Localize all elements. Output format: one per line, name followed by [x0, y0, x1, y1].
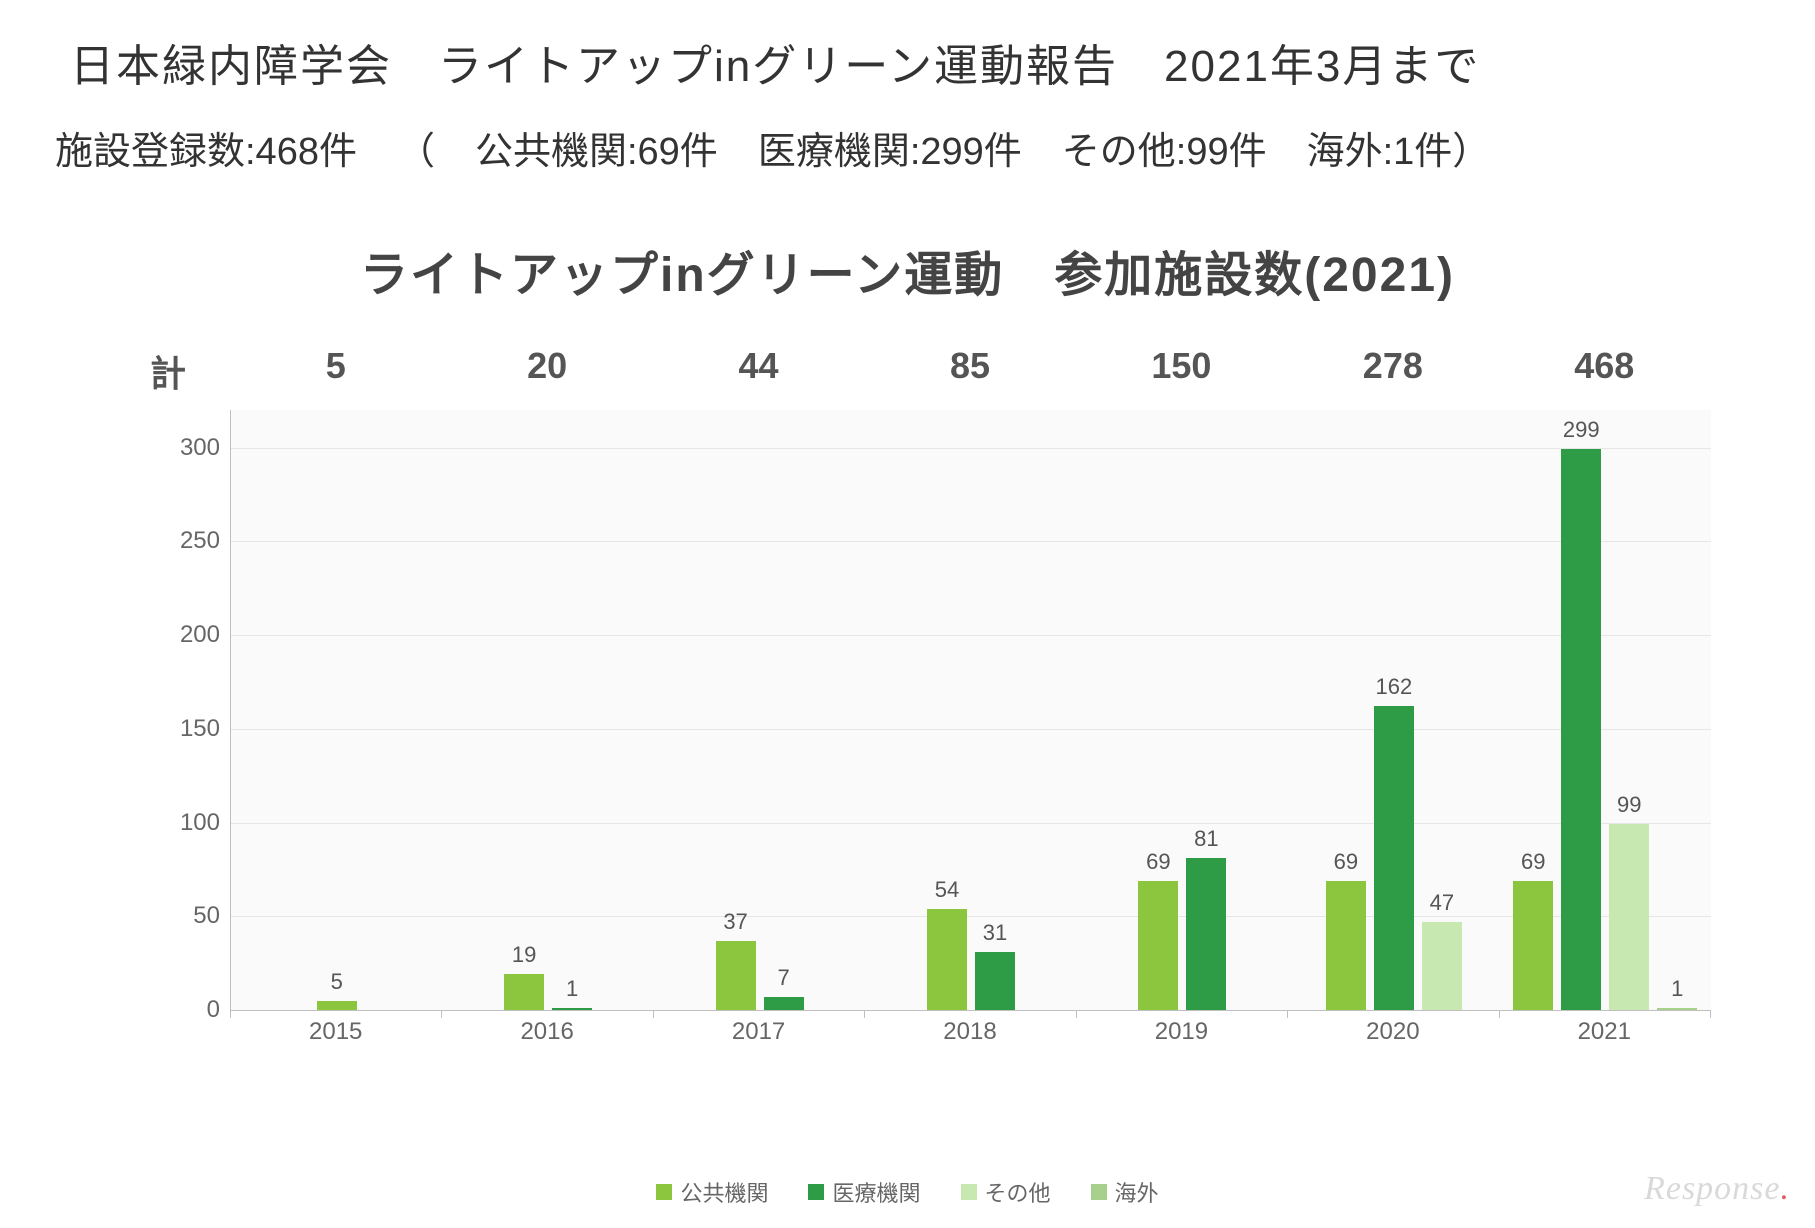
- bar: [764, 997, 804, 1010]
- gridline: [231, 916, 1711, 917]
- chart-plot: 5 19 1 37 7 54 31 69 81 69 162 47 69 299 99 1: [230, 410, 1711, 1011]
- subtitle-medical: 医療機関:299件: [758, 120, 1022, 175]
- legend-item: 公共機関: [656, 1176, 768, 1208]
- gridline: [231, 729, 1711, 730]
- bar: [1186, 858, 1226, 1010]
- bar-value-label: 162: [1375, 674, 1412, 700]
- y-tick-label: 50: [150, 902, 220, 930]
- bar-value-label: 99: [1617, 792, 1641, 818]
- legend-label: 医療機関: [832, 1176, 920, 1208]
- bar-value-label: 81: [1194, 826, 1218, 852]
- y-tick-label: 150: [150, 715, 220, 743]
- bar: [1657, 1008, 1697, 1010]
- legend-label: その他: [985, 1176, 1051, 1208]
- y-tick-label: 250: [150, 527, 220, 555]
- bar-value-label: 5: [331, 969, 343, 995]
- bar: [1138, 881, 1178, 1010]
- gridline: [231, 541, 1711, 542]
- chart-legend: 公共機関 医療機関 その他 海外: [0, 1176, 1815, 1208]
- x-tick-mark: [1076, 1010, 1077, 1018]
- bar: [1422, 922, 1462, 1010]
- page-title: 日本緑内障学会 ライトアップinグリーン運動報告 2021年3月まで: [70, 30, 1480, 94]
- subtitle-total: 施設登録数:468件: [55, 120, 357, 175]
- bar: [1609, 824, 1649, 1010]
- legend-label: 公共機関: [680, 1176, 768, 1208]
- bar-value-label: 54: [935, 877, 959, 903]
- bar: [317, 1001, 357, 1010]
- bar-value-label: 19: [512, 942, 536, 968]
- gridline: [231, 635, 1711, 636]
- bar: [1374, 706, 1414, 1010]
- x-tick-label: 2017: [732, 1018, 785, 1046]
- bar-value-label: 69: [1334, 849, 1358, 875]
- bar-value-label: 69: [1521, 849, 1545, 875]
- bar-value-label: 1: [1671, 976, 1683, 1002]
- watermark: Response.: [1644, 1170, 1790, 1208]
- bar: [552, 1008, 592, 1010]
- subtitle-row: 施設登録数:468件 （ 公共機関:69件 医療機関:299件 その他:99件 …: [55, 120, 1490, 175]
- bar: [504, 974, 544, 1010]
- total-value: 20: [527, 345, 567, 387]
- x-tick-label: 2015: [309, 1018, 362, 1046]
- x-tick-label: 2020: [1366, 1018, 1419, 1046]
- y-tick-label: 0: [150, 996, 220, 1024]
- x-tick-mark: [230, 1010, 231, 1018]
- total-value: 468: [1574, 345, 1634, 387]
- legend-label: 海外: [1115, 1176, 1159, 1208]
- subtitle-open: （: [397, 120, 435, 175]
- chart-totals-row: 計 5204485150278468: [150, 345, 240, 397]
- bar: [716, 941, 756, 1010]
- page-root: 日本緑内障学会 ライトアップinグリーン運動報告 2021年3月まで 施設登録数…: [0, 0, 1815, 1228]
- watermark-text: Response: [1644, 1170, 1780, 1207]
- bar-value-label: 47: [1430, 890, 1454, 916]
- chart-title: ライトアップinグリーン運動 参加施設数(2021): [0, 235, 1815, 305]
- bar: [1513, 881, 1553, 1010]
- x-tick-label: 2019: [1155, 1018, 1208, 1046]
- legend-item: 海外: [1091, 1176, 1159, 1208]
- x-tick-mark: [1710, 1010, 1711, 1018]
- x-tick-mark: [864, 1010, 865, 1018]
- y-tick-label: 200: [150, 621, 220, 649]
- bar-value-label: 7: [777, 965, 789, 991]
- bar-value-label: 31: [983, 920, 1007, 946]
- total-value: 150: [1151, 345, 1211, 387]
- gridline: [231, 448, 1711, 449]
- subtitle-other: その他:99件: [1062, 120, 1267, 175]
- legend-swatch: [1091, 1184, 1107, 1200]
- bar: [927, 909, 967, 1010]
- bar: [975, 952, 1015, 1010]
- subtitle-public: 公共機関:69件: [475, 120, 718, 175]
- x-tick-label: 2016: [520, 1018, 573, 1046]
- legend-swatch: [961, 1184, 977, 1200]
- legend-swatch: [656, 1184, 672, 1200]
- total-value: 5: [326, 345, 346, 387]
- x-tick-mark: [441, 1010, 442, 1018]
- x-tick-label: 2021: [1578, 1018, 1631, 1046]
- watermark-dot: .: [1781, 1170, 1791, 1207]
- y-tick-label: 100: [150, 809, 220, 837]
- total-value: 278: [1363, 345, 1423, 387]
- gridline: [231, 823, 1711, 824]
- bar-value-label: 37: [723, 909, 747, 935]
- bar-value-label: 69: [1146, 849, 1170, 875]
- x-tick-mark: [1287, 1010, 1288, 1018]
- bar: [1561, 449, 1601, 1010]
- chart-area: 0 50 100 150 200 250 300 5 19 1 37 7 54 31 69 81 69 162 4…: [150, 410, 1730, 1070]
- totals-label: 計: [150, 345, 240, 397]
- legend-item: その他: [961, 1176, 1051, 1208]
- bar: [1326, 881, 1366, 1010]
- bar-value-label: 299: [1563, 417, 1600, 443]
- x-tick-mark: [653, 1010, 654, 1018]
- bar-value-label: 1: [566, 976, 578, 1002]
- total-value: 85: [950, 345, 990, 387]
- subtitle-overseas: 海外:1件）: [1307, 120, 1491, 175]
- legend-item: 医療機関: [808, 1176, 920, 1208]
- x-tick-mark: [1499, 1010, 1500, 1018]
- legend-swatch: [808, 1184, 824, 1200]
- total-value: 44: [739, 345, 779, 387]
- x-tick-label: 2018: [943, 1018, 996, 1046]
- y-tick-label: 300: [150, 434, 220, 462]
